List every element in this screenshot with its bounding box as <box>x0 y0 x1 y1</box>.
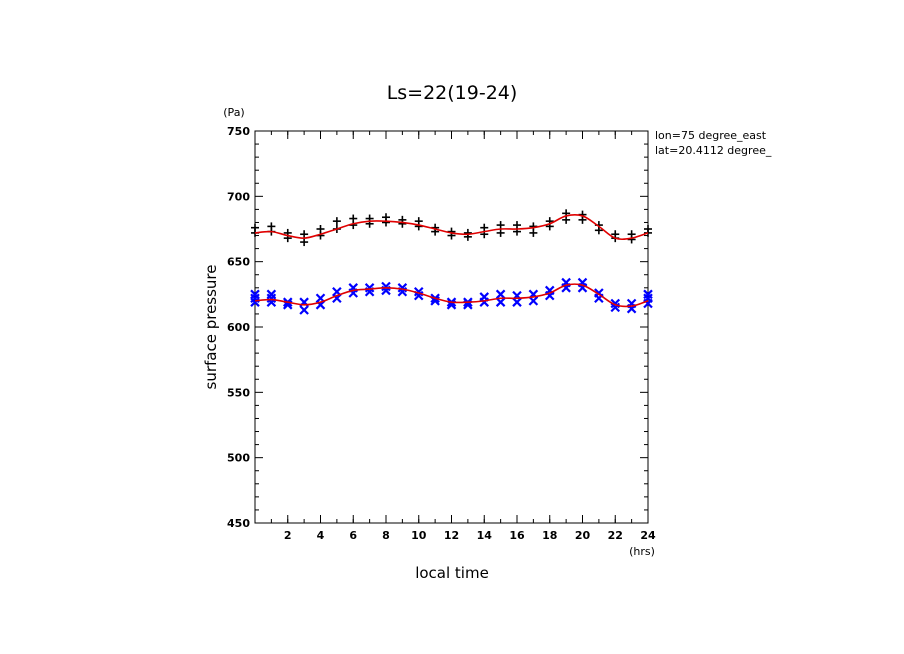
x-tick-label: 22 <box>608 529 623 542</box>
x-marker <box>299 305 309 315</box>
x-tick-label: 20 <box>575 529 591 542</box>
plus-marker <box>332 217 341 226</box>
x-tick-label: 16 <box>509 529 525 542</box>
x-marker <box>381 281 391 292</box>
plus-marker <box>349 214 358 223</box>
x-tick-label: 2 <box>284 529 292 542</box>
x-marker <box>250 289 260 300</box>
plus-marker <box>316 225 325 233</box>
x-marker <box>495 297 506 307</box>
y-tick-label: 600 <box>227 321 250 334</box>
plus-marker <box>267 222 276 231</box>
y-tick-label: 450 <box>227 517 250 530</box>
annotation-latitude: lat=20.4112 degree_ <box>655 144 772 157</box>
x-tick-label: 14 <box>477 529 493 542</box>
plus-marker <box>496 228 505 237</box>
annotation-longitude: lon=75 degree_east <box>655 129 767 142</box>
y-tick-label: 500 <box>227 452 250 465</box>
y-unit-label: (Pa) <box>223 106 244 119</box>
x-marker <box>397 283 408 293</box>
data-points <box>250 209 653 315</box>
x-axis-label: local time <box>415 564 489 582</box>
plus-marker <box>513 221 521 230</box>
x-tick-label: 8 <box>382 529 390 542</box>
plus-marker <box>463 228 472 237</box>
x-marker <box>495 289 506 300</box>
x-tick-label: 6 <box>349 529 357 542</box>
x-tick-label: 18 <box>542 529 557 542</box>
plus-marker <box>529 222 538 231</box>
x-marker <box>643 289 653 300</box>
plus-marker <box>627 230 636 239</box>
plus-marker <box>480 223 489 232</box>
plus-marker <box>414 217 423 226</box>
x-marker <box>364 283 375 293</box>
plot-area-frame <box>254 130 649 524</box>
x-unit-label: (hrs) <box>629 545 655 558</box>
y-tick-label: 550 <box>227 386 250 399</box>
plus-marker <box>300 238 309 247</box>
chart-title: Ls=22(19-24) <box>387 82 518 104</box>
fit-curves <box>254 213 649 308</box>
x-marker <box>266 289 277 300</box>
fit-curve-1 <box>254 213 649 241</box>
fit-curve-2 <box>254 283 649 308</box>
x-tick-label: 12 <box>444 529 459 542</box>
plus-marker <box>644 225 652 233</box>
y-axis-label: surface pressure <box>202 265 220 390</box>
x-tick-label: 24 <box>640 529 656 542</box>
plus-marker <box>382 213 390 222</box>
y-tick-label: 750 <box>227 125 250 138</box>
x-marker <box>479 292 490 302</box>
y-tick-label: 650 <box>227 256 250 269</box>
axis-ticks: 2 4 6 8 10 12 14 16 18 20 22 2445050055060065070075… <box>227 125 656 542</box>
plus-marker <box>251 223 259 232</box>
x-tick-label: 4 <box>317 529 325 542</box>
y-tick-label: 700 <box>227 190 250 203</box>
x-tick-label: 10 <box>411 529 427 542</box>
plus-marker <box>611 230 620 239</box>
plus-marker <box>496 221 505 230</box>
plus-marker <box>300 230 309 239</box>
